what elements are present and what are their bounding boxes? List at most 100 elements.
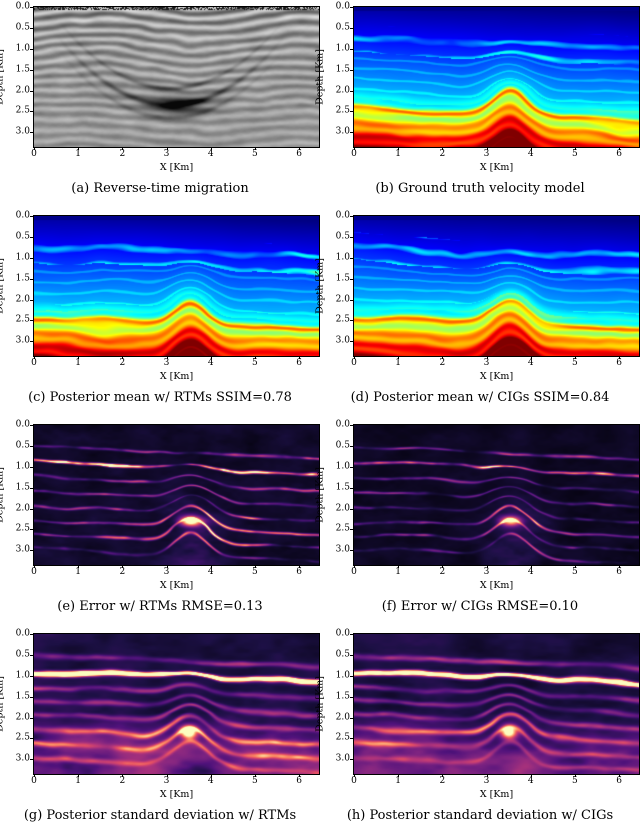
x-tick-label: 5 bbox=[572, 149, 578, 159]
y-tick-mark bbox=[350, 634, 353, 635]
y-axis-label: Depth [Km] bbox=[0, 676, 6, 732]
y-tick-mark bbox=[30, 111, 33, 113]
x-tick-label: 0 bbox=[31, 358, 37, 368]
x-tick-label: 1 bbox=[395, 149, 402, 159]
y-tick-label: 2.0 bbox=[15, 712, 30, 723]
y-tick-label: 2.5 bbox=[15, 523, 30, 534]
y-tick-mark bbox=[350, 90, 353, 92]
x-tick-label: 5 bbox=[252, 358, 258, 368]
x-tick-mark bbox=[299, 565, 301, 568]
plot-area-a: Depth [Km] X [Km] 0 1 2 3 4 5 6 0.0 0.5 1.0 1.5 2.0… bbox=[0, 2, 320, 173]
y-tick-label: 2.5 bbox=[15, 314, 30, 325]
x-tick-mark bbox=[398, 356, 400, 359]
panel-b: Depth [Km] X [Km] 0 1 2 3 4 5 6 0.0 0.5 1.0 1.5 2.0… bbox=[315, 0, 640, 209]
y-tick-mark bbox=[350, 654, 353, 656]
y-tick-mark bbox=[30, 696, 33, 698]
y-tick-label: 1.5 bbox=[15, 273, 30, 284]
x-tick-label: 1 bbox=[395, 358, 402, 368]
x-tick-label: 5 bbox=[252, 567, 258, 577]
y-tick-label: 0.0 bbox=[15, 1, 30, 12]
y-tick-label: 1.0 bbox=[15, 670, 30, 681]
y-tick-mark bbox=[30, 320, 33, 322]
x-tick-mark bbox=[34, 356, 35, 359]
std-cig-image bbox=[354, 634, 639, 774]
x-tick-label: 5 bbox=[572, 358, 578, 368]
y-tick-mark bbox=[350, 487, 353, 489]
x-tick-mark bbox=[530, 356, 532, 359]
y-tick-label: 2.5 bbox=[15, 105, 30, 116]
std-rtm-image bbox=[34, 634, 319, 774]
x-tick-mark bbox=[210, 356, 212, 359]
y-tick-label: 0.5 bbox=[335, 231, 350, 242]
x-tick-mark bbox=[619, 774, 621, 777]
x-axis-label: X [Km] bbox=[479, 580, 514, 591]
x-tick-label: 5 bbox=[252, 149, 258, 159]
x-tick-label: 4 bbox=[207, 149, 214, 159]
y-tick-mark bbox=[350, 48, 353, 50]
error-cig-image bbox=[354, 425, 639, 565]
y-axis-label: Depth [Km] bbox=[314, 676, 326, 732]
x-tick-mark bbox=[122, 565, 124, 568]
x-axis-label: X [Km] bbox=[159, 162, 194, 173]
y-tick-label: 3.0 bbox=[335, 126, 350, 137]
ground-truth-velocity-image bbox=[354, 7, 639, 147]
x-tick-mark bbox=[34, 565, 35, 568]
y-tick-mark bbox=[350, 132, 353, 134]
x-tick-mark bbox=[486, 774, 488, 777]
x-tick-mark bbox=[354, 565, 355, 568]
x-tick-mark bbox=[78, 774, 80, 777]
y-tick-mark bbox=[30, 299, 33, 301]
y-tick-label: 3.0 bbox=[15, 126, 30, 137]
y-tick-label: 0.0 bbox=[335, 628, 350, 639]
x-tick-mark bbox=[254, 147, 256, 150]
y-tick-label: 1.0 bbox=[335, 461, 350, 472]
y-tick-label: 3.0 bbox=[15, 335, 30, 346]
x-tick-label: 2 bbox=[439, 776, 446, 786]
x-tick-mark bbox=[254, 565, 256, 568]
y-tick-mark bbox=[30, 675, 33, 677]
y-tick-mark bbox=[350, 236, 353, 238]
y-axis-label: Depth [Km] bbox=[314, 467, 326, 523]
x-tick-label: 1 bbox=[395, 567, 402, 577]
plot-area-g: Depth [Km] X [Km] 0 1 2 3 4 5 6 0.0 0.5 1.0 1.5 2.0… bbox=[0, 629, 320, 800]
panel-caption-f: (f) Error w/ CIGs RMSE=0.10 bbox=[381, 599, 579, 614]
x-tick-mark bbox=[166, 147, 168, 150]
y-tick-label: 2.0 bbox=[15, 294, 30, 305]
x-tick-label: 2 bbox=[119, 358, 126, 368]
x-tick-label: 6 bbox=[296, 358, 302, 368]
x-tick-label: 4 bbox=[207, 776, 214, 786]
y-tick-mark bbox=[350, 69, 353, 71]
y-tick-mark bbox=[350, 445, 353, 447]
x-tick-label: 6 bbox=[616, 567, 622, 577]
y-tick-label: 0.0 bbox=[15, 210, 30, 221]
x-axis-label: X [Km] bbox=[159, 789, 194, 800]
x-tick-label: 4 bbox=[207, 567, 214, 577]
y-tick-label: 0.0 bbox=[15, 628, 30, 639]
y-tick-mark bbox=[30, 48, 33, 50]
panel-caption-e: (e) Error w/ RTMs RMSE=0.13 bbox=[57, 599, 263, 614]
y-tick-label: 1.0 bbox=[15, 43, 30, 54]
y-tick-mark bbox=[30, 132, 33, 134]
y-tick-mark bbox=[350, 7, 353, 8]
x-tick-mark bbox=[166, 356, 168, 359]
y-tick-mark bbox=[350, 216, 353, 217]
y-tick-mark bbox=[350, 675, 353, 677]
y-tick-mark bbox=[30, 257, 33, 259]
x-tick-label: 5 bbox=[572, 776, 578, 786]
panel-a: Depth [Km] X [Km] 0 1 2 3 4 5 6 0.0 0.5 1.0 1.5 2.0… bbox=[0, 0, 320, 209]
y-tick-mark bbox=[30, 236, 33, 238]
x-tick-label: 3 bbox=[163, 358, 170, 368]
x-tick-label: 1 bbox=[75, 776, 82, 786]
x-tick-mark bbox=[486, 565, 488, 568]
y-tick-mark bbox=[350, 257, 353, 259]
y-tick-label: 0.5 bbox=[335, 440, 350, 451]
plot-area-f: Depth [Km] X [Km] 0 1 2 3 4 5 6 0.0 0.5 1.0 1.5 2.0… bbox=[315, 420, 640, 591]
panel-c: Depth [Km] X [Km] 0 1 2 3 4 5 6 0.0 0.5 1.0 1.5 2.0… bbox=[0, 209, 320, 418]
y-tick-mark bbox=[30, 90, 33, 92]
y-tick-mark bbox=[30, 278, 33, 280]
y-tick-mark bbox=[350, 508, 353, 510]
plot-area-b: Depth [Km] X [Km] 0 1 2 3 4 5 6 0.0 0.5 1.0 1.5 2.0… bbox=[315, 2, 640, 173]
x-tick-mark bbox=[442, 147, 444, 150]
x-tick-label: 6 bbox=[616, 358, 622, 368]
